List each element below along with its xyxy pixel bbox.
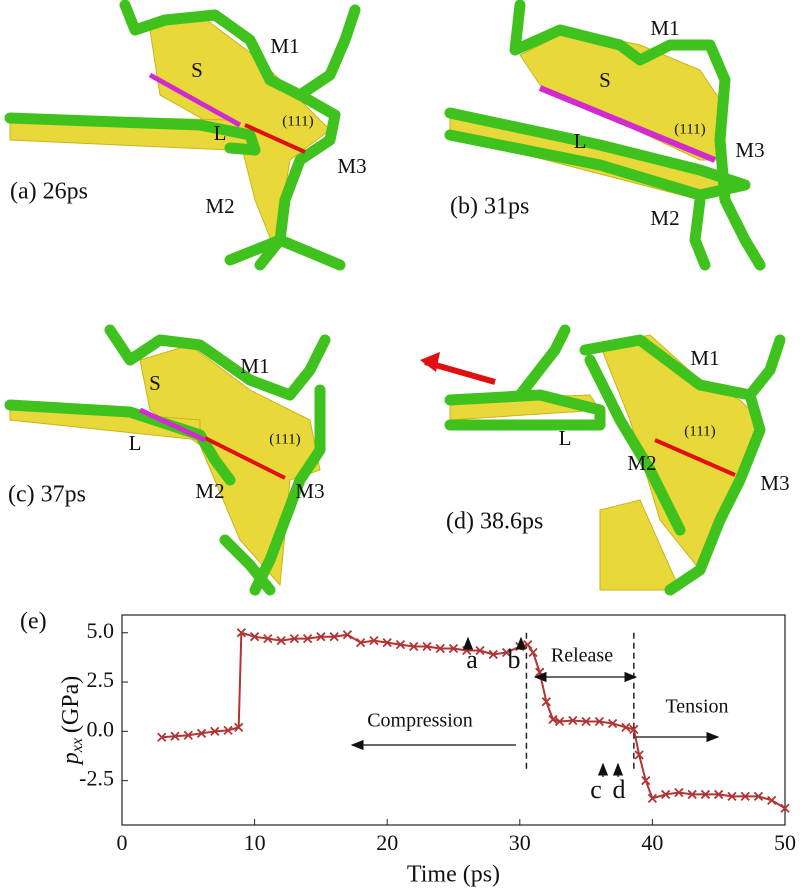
y-tick-label: -2.5: [79, 766, 114, 791]
x-tick-label: 0: [117, 830, 128, 855]
figure: (e) 0 10 20 30 40 50 5.0 2.5 0.0 -2.5 Time (ps) pxx (…: [0, 0, 800, 893]
panel-label: M2: [627, 451, 656, 475]
panel-label: L: [129, 431, 142, 455]
panel-label: L: [574, 129, 587, 153]
y-tick-label: 2.5: [87, 667, 115, 692]
y-label-part: p: [58, 752, 84, 766]
x-tick-label: 50: [774, 830, 796, 855]
x-tick-label: 30: [509, 830, 531, 855]
x-tick-label: 10: [244, 830, 266, 855]
y-label-part: (GPa): [58, 676, 84, 733]
panel-label: S: [191, 58, 203, 82]
panel-label: M1: [650, 16, 679, 40]
x-axis-label: Time (ps): [407, 862, 500, 888]
y-label-part: xx: [69, 738, 86, 753]
panel-label: M1: [690, 346, 719, 370]
panel-caption: (d) 38.6ps: [446, 509, 543, 535]
panel-a-image: [10, 5, 355, 265]
panel-label: (111): [282, 113, 313, 129]
panel-label: M1: [240, 354, 269, 378]
x-tick-label: 20: [376, 830, 398, 855]
panel-label: M2: [195, 479, 224, 503]
panel-label: M2: [205, 194, 234, 218]
panel-d-image: [420, 330, 780, 590]
panel-label: M3: [295, 479, 324, 503]
panel-label: S: [599, 68, 611, 92]
panel-label: (111): [684, 423, 715, 439]
panel-label: (111): [674, 121, 705, 137]
y-tick-label: 0.0: [87, 716, 115, 741]
panel-caption: (c) 37ps: [8, 482, 86, 508]
panel-label: L: [559, 426, 572, 450]
y-axis-label: pxx (GPa): [58, 676, 86, 767]
panel-c-image: [10, 330, 325, 590]
panel-caption: (b) 31ps: [450, 194, 529, 220]
annotation: Tension: [665, 696, 728, 718]
panel-label: M3: [735, 138, 764, 162]
annotation: b: [508, 645, 521, 674]
annotation: c: [590, 775, 602, 804]
annotation: Compression: [367, 710, 473, 732]
panel-caption: (a) 26ps: [10, 179, 88, 205]
panel-label: M2: [650, 206, 679, 230]
panel-label: L: [214, 121, 227, 145]
x-tick-label: 40: [641, 830, 663, 855]
panel-label: M1: [270, 34, 299, 58]
panel-label: (111): [269, 431, 300, 447]
panel-label: M3: [760, 471, 789, 495]
panel-label: S: [149, 371, 161, 395]
pressure-chart: (e) 0 10 20 30 40 50 5.0 2.5 0.0 -2.5 Time (ps) pxx (…: [20, 609, 796, 888]
panel-label: M3: [337, 154, 366, 178]
annotation: d: [613, 775, 626, 804]
panel-b-image: [450, 5, 760, 265]
panel-caption: (e): [20, 609, 47, 635]
y-tick-label: 5.0: [87, 618, 115, 643]
annotation: Release: [551, 645, 613, 667]
